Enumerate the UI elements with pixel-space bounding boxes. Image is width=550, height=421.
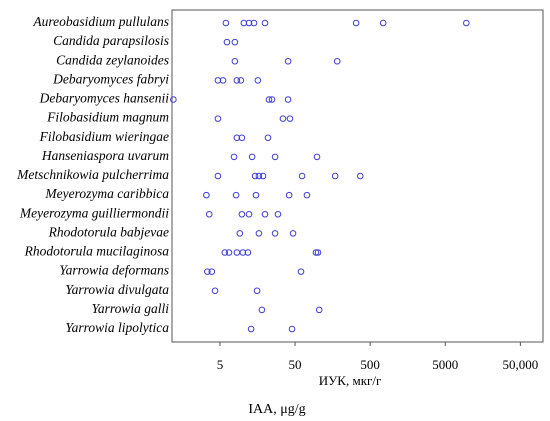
point (231, 38, 239, 46)
category-label: Candida parapsilosis (53, 33, 169, 48)
point (286, 115, 294, 122)
category-label: Yarrowia deformans (59, 263, 169, 278)
category-label: Yarrowia divulgata (65, 282, 169, 297)
point (170, 96, 177, 103)
point (313, 153, 321, 161)
category-label: Rhodotorula mucilaginosa (24, 244, 170, 259)
point (285, 191, 293, 199)
point (238, 210, 246, 218)
point (297, 268, 305, 275)
category-label: Debaryomyces hansenii (39, 91, 170, 106)
point (225, 249, 233, 256)
point (255, 230, 263, 237)
point (258, 306, 266, 314)
point (271, 230, 279, 237)
point (236, 230, 244, 237)
point (219, 77, 227, 84)
point (255, 172, 263, 180)
point (205, 210, 213, 218)
category-label: Debaryomyces fabryi (52, 71, 169, 86)
point (265, 96, 273, 103)
point (239, 249, 247, 256)
point (271, 153, 279, 161)
point (251, 172, 259, 180)
point (284, 96, 292, 103)
point (222, 19, 230, 27)
category-label: Aureobasidium pullulans (32, 14, 169, 29)
point (232, 191, 240, 199)
point (333, 57, 341, 65)
point (261, 210, 269, 218)
x-axis-label: ИУК, мкг/г (319, 373, 382, 388)
point (274, 210, 282, 218)
category-label: Candida zeylanoides (56, 52, 169, 67)
point (238, 134, 246, 142)
x-tick-label: 5 (217, 357, 224, 372)
point (314, 249, 322, 256)
point (463, 19, 470, 27)
plot-frame (171, 9, 544, 343)
point (223, 38, 231, 46)
point (233, 134, 241, 142)
point (279, 115, 287, 122)
category-label: Hanseniaspora uvarum (41, 148, 169, 163)
category-label: Meyerozyma caribbica (44, 186, 169, 201)
point (331, 172, 339, 180)
point (250, 19, 258, 27)
category-label: Filobasidium wieringae (39, 129, 169, 144)
point (244, 249, 252, 256)
point (214, 115, 222, 122)
point (221, 249, 229, 256)
point (356, 172, 364, 180)
point (233, 249, 241, 256)
point (268, 96, 276, 103)
point (247, 325, 255, 333)
point (312, 249, 320, 256)
category-label: Filobasidium magnum (46, 110, 169, 125)
point (288, 325, 296, 333)
x-tick-label: 50 (289, 357, 302, 372)
point (259, 172, 267, 180)
point (245, 19, 253, 27)
point (253, 287, 261, 295)
point (230, 153, 238, 161)
point (245, 210, 253, 218)
point (203, 191, 210, 199)
point (248, 153, 256, 161)
point (261, 19, 269, 27)
point (254, 77, 262, 84)
x-tick-label: 5000 (432, 357, 458, 372)
point (252, 191, 260, 199)
category-label: Rhodotorula babjevae (48, 224, 169, 239)
point (298, 172, 306, 180)
x-tick-label: 500 (360, 357, 380, 372)
point (214, 172, 222, 180)
point (233, 77, 241, 84)
point (231, 57, 239, 65)
category-label: Yarrowia lipolytica (65, 320, 169, 335)
point (208, 268, 216, 275)
point (211, 287, 219, 295)
x-axis-label-english: IAA, μg/g (248, 402, 305, 417)
point (237, 77, 245, 84)
point (315, 306, 323, 314)
x-tick-label: 50,000 (503, 357, 539, 372)
point (352, 19, 360, 27)
category-label: Meyerozyma guilliermondii (19, 205, 169, 220)
category-label: Metschnikowia pulcherrima (16, 167, 169, 182)
point (303, 191, 311, 199)
point (379, 19, 387, 27)
point (264, 134, 272, 142)
point (284, 57, 292, 65)
category-label: Yarrowia galli (92, 301, 170, 316)
point (289, 230, 297, 237)
point (204, 268, 211, 275)
